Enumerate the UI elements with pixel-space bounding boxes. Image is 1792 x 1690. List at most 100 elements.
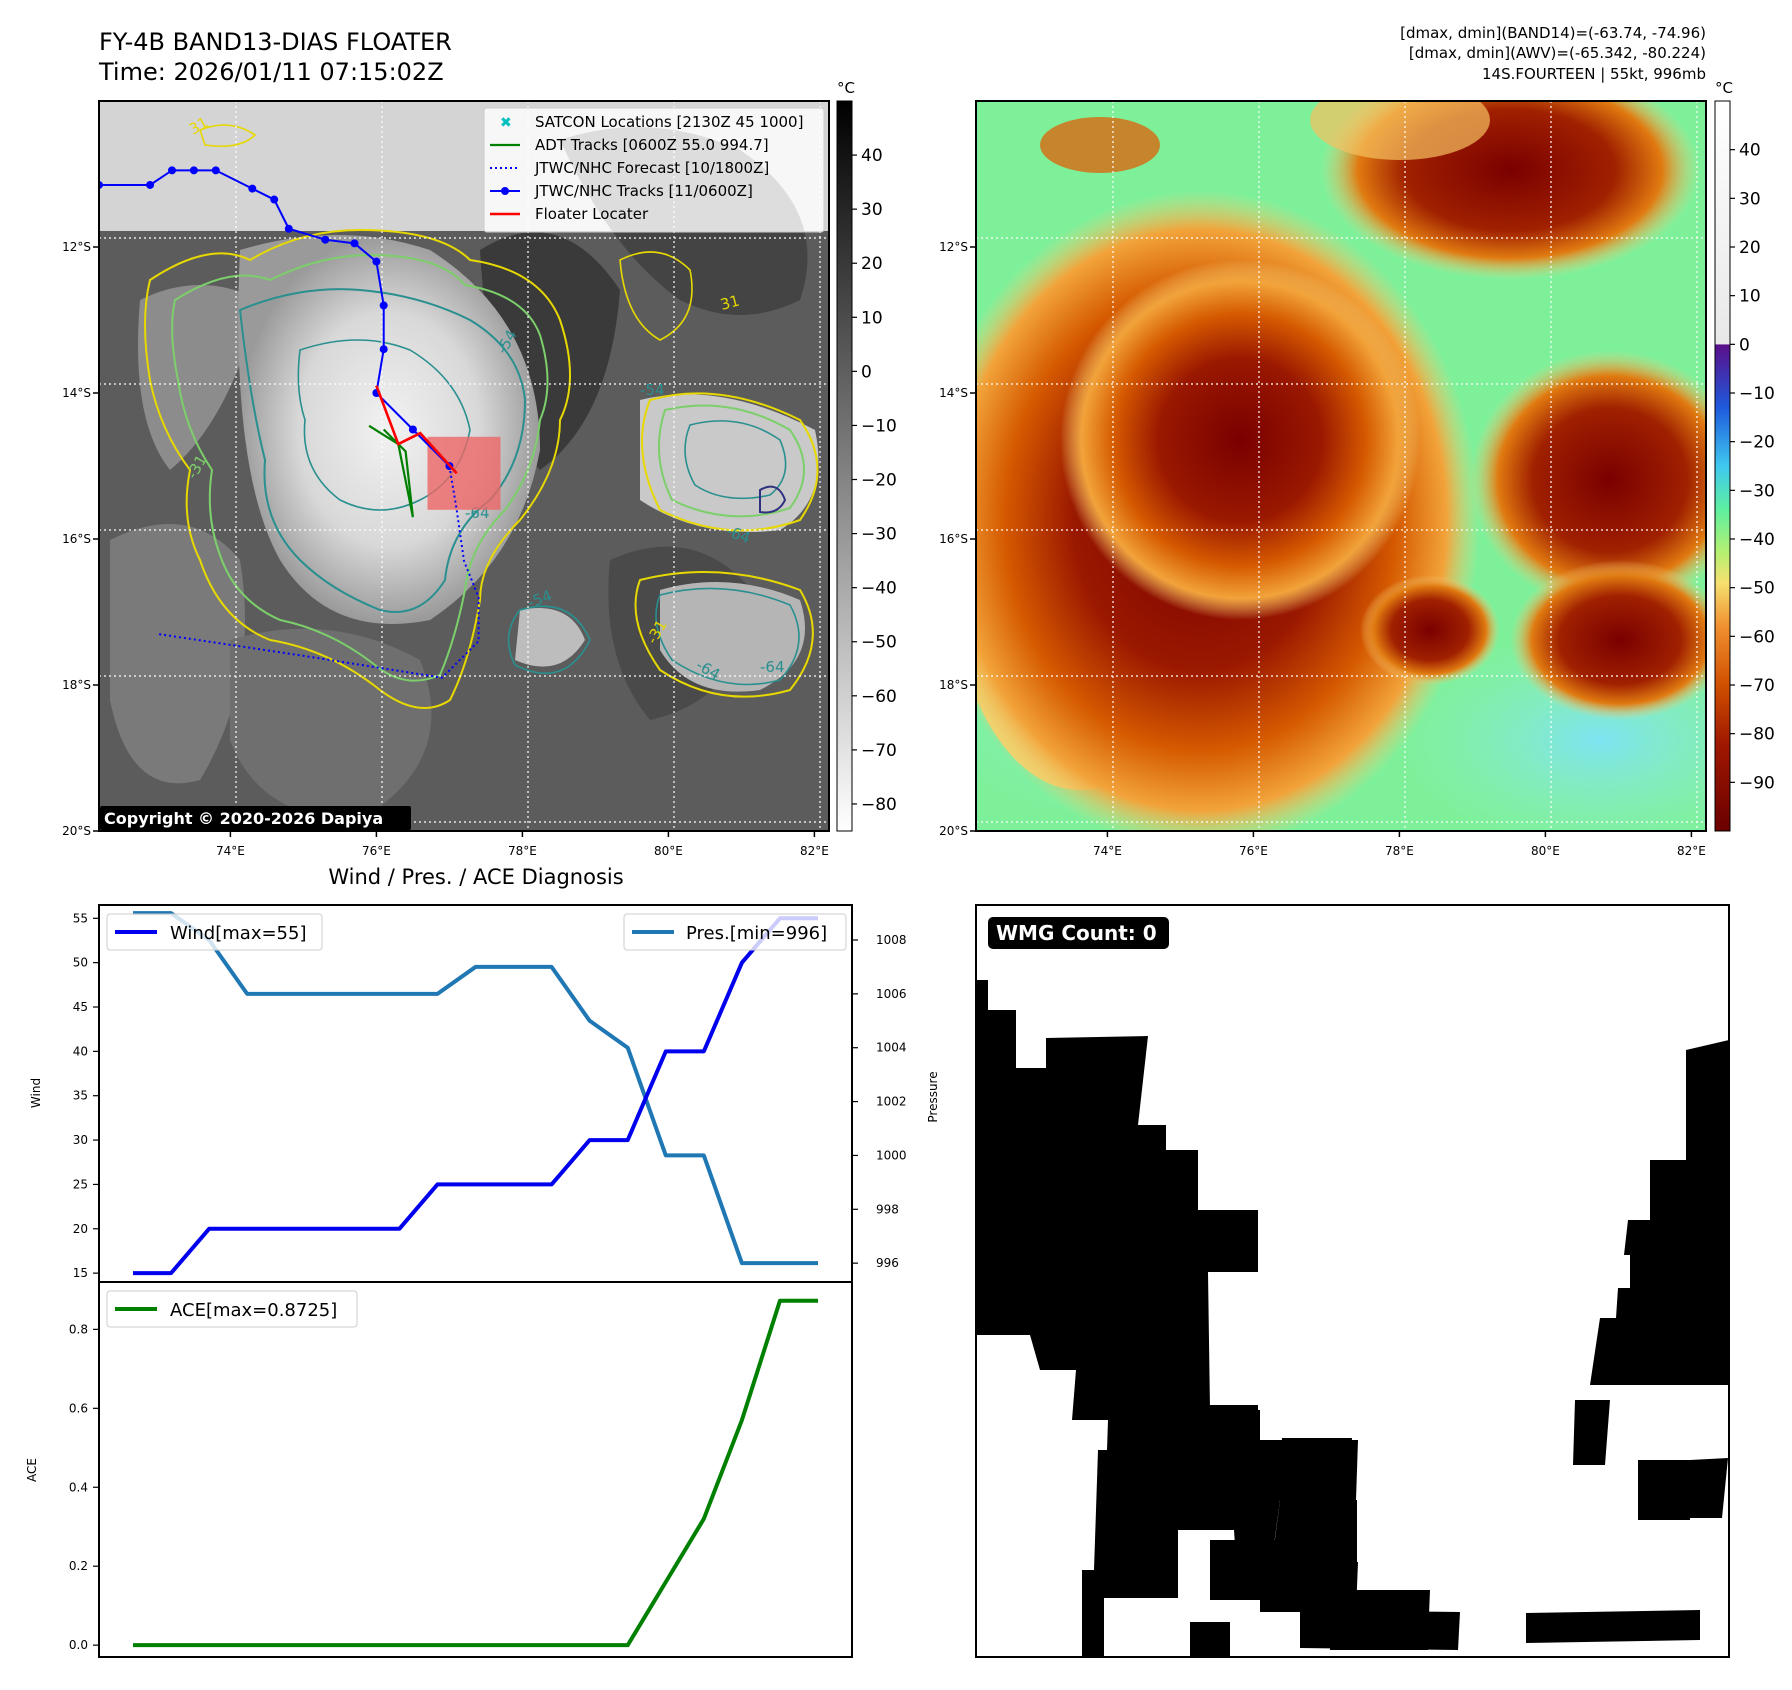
lat-tick-label: 20°S bbox=[62, 824, 91, 838]
colorbar-tick-label: 20 bbox=[1739, 238, 1761, 258]
ir-colorbar bbox=[836, 100, 853, 832]
wind-tick-label: 15 bbox=[73, 1266, 88, 1280]
colorbar-tick-label: −50 bbox=[861, 633, 897, 653]
colorbar-tick-label: −60 bbox=[861, 687, 897, 707]
ace-legend: ACE[max=0.8725] bbox=[106, 1290, 358, 1328]
colorbar-tick-label: 20 bbox=[861, 254, 883, 274]
colorbar-tick-label: −70 bbox=[861, 741, 897, 761]
ir-colorbar-ticks: 40 30 20 10 0 −10 −20 −30 −40 −50 −60 −70 −80 bbox=[852, 146, 897, 815]
awv-imagery bbox=[976, 101, 1706, 831]
wind-tick-label: 35 bbox=[73, 1089, 88, 1103]
colorbar-tick-label: 30 bbox=[861, 200, 883, 220]
copyright-text: Copyright © 2020-2026 Dapiya bbox=[104, 809, 383, 828]
pressure-legend: Pres.[min=996] bbox=[623, 913, 847, 951]
ace-axis-label: ACE bbox=[25, 1458, 39, 1482]
lon-tick-label: 74°E bbox=[216, 844, 245, 858]
colorbar-tick-label: −80 bbox=[861, 795, 897, 815]
info-awv: [dmax, dmin](AWV)=(-65.342, -80.224) bbox=[1409, 44, 1706, 62]
pressure-tick-label: 996 bbox=[876, 1256, 899, 1270]
pressure-tick-label: 1006 bbox=[876, 987, 907, 1001]
track-point bbox=[350, 239, 359, 248]
colorbar-tick-label: 40 bbox=[1739, 141, 1761, 161]
track-point bbox=[270, 195, 279, 204]
track-point bbox=[321, 235, 330, 244]
pressure-tick-label: 1008 bbox=[876, 933, 907, 947]
lon-tick-label: 82°E bbox=[1677, 844, 1706, 858]
floater-locator-line bbox=[375, 385, 458, 475]
awv-map-frame bbox=[975, 100, 1707, 832]
wind-tick-label: 30 bbox=[73, 1133, 88, 1147]
legend-label: Floater Locater bbox=[535, 205, 649, 223]
colorbar-tick-label: −30 bbox=[1739, 481, 1775, 501]
wmg-panel: WMG Count: 0 bbox=[975, 904, 1730, 1658]
ir-axis-ticks: 74°E 76°E 78°E 80°E 82°E 12°S 14°S 16°S 18°S 20°S bbox=[62, 240, 829, 858]
colorbar-tick-label: −10 bbox=[1739, 384, 1775, 404]
track-point bbox=[168, 166, 176, 175]
lat-tick-label: 14°S bbox=[62, 386, 91, 400]
wmg-mask bbox=[976, 980, 1729, 1657]
lon-tick-label: 80°E bbox=[654, 844, 683, 858]
awv-gridlines bbox=[976, 101, 1706, 831]
wind-tick-label: 40 bbox=[73, 1044, 88, 1058]
ace-ticks: 0.0 0.2 0.4 0.6 0.8 bbox=[69, 1322, 99, 1652]
wind-pressure-chart: Wind Pressure 15 20 25 30 35 40 45 50 55 996 998 1… bbox=[29, 904, 940, 1283]
pressure-tick-label: 1002 bbox=[876, 1095, 907, 1109]
track-point bbox=[379, 345, 388, 354]
colorbar-tick-label: 30 bbox=[1739, 189, 1761, 209]
colorbar-tick-label: −50 bbox=[1739, 579, 1775, 599]
legend-label: JTWC/NHC Forecast [10/1800Z] bbox=[534, 159, 769, 177]
wind-axis-label: Wind bbox=[29, 1078, 43, 1108]
ace-legend-label: ACE[max=0.8725] bbox=[170, 1300, 337, 1321]
contour-label: 31 bbox=[718, 292, 741, 314]
pressure-ticks: 996 998 1000 1002 1004 1006 1008 bbox=[852, 933, 907, 1270]
figure-title: FY-4B BAND13-DIAS FLOATER bbox=[99, 28, 452, 56]
legend-jtwc-dot-icon bbox=[501, 187, 509, 195]
lat-tick-label: 20°S bbox=[939, 824, 968, 838]
lat-tick-label: 16°S bbox=[62, 532, 91, 546]
ace-tick-label: 0.0 bbox=[69, 1638, 88, 1652]
wmg-badge-box bbox=[988, 917, 1169, 949]
ace-chart: ACE 0.0 0.2 0.4 0.6 0.8 ACE[max=0.8725] bbox=[25, 1281, 853, 1658]
pressure-legend-label: Pres.[min=996] bbox=[686, 923, 827, 944]
lon-tick-label: 74°E bbox=[1093, 844, 1122, 858]
lon-tick-label: 78°E bbox=[1385, 844, 1414, 858]
wind-tick-label: 45 bbox=[73, 1000, 88, 1014]
lat-tick-label: 12°S bbox=[62, 240, 91, 254]
awv-colorbar bbox=[1714, 100, 1731, 832]
colorbar-tick-label: 10 bbox=[1739, 287, 1761, 307]
awv-colorbar-unit: °C bbox=[1715, 79, 1733, 97]
awv-colorbar-ticks: 40 30 20 10 0 −10 −20 −30 −40 −50 −60 −70 −80 −90 bbox=[1730, 141, 1775, 793]
colorbar-tick-label: −20 bbox=[1739, 433, 1775, 453]
legend-x-marker-icon: ✖ bbox=[500, 115, 512, 131]
lat-tick-label: 18°S bbox=[939, 678, 968, 692]
lat-tick-label: 12°S bbox=[939, 240, 968, 254]
lat-tick-label: 14°S bbox=[939, 386, 968, 400]
awv-map: 74°E 76°E 78°E 80°E 82°E 12°S 14°S 16°S 18°S 20°S… bbox=[939, 79, 1775, 858]
ace-tick-label: 0.2 bbox=[69, 1559, 88, 1573]
pressure-axis-label: Pressure bbox=[926, 1071, 940, 1122]
floater-locator-box bbox=[427, 436, 501, 510]
lon-tick-label: 76°E bbox=[1239, 844, 1268, 858]
track-point bbox=[189, 166, 198, 175]
wind-ticks: 15 20 25 30 35 40 45 50 55 bbox=[73, 911, 99, 1280]
pressure-series-line bbox=[133, 911, 818, 1266]
contour-label: -54 bbox=[640, 381, 665, 399]
colorbar-tick-label: −70 bbox=[1739, 676, 1775, 696]
lat-tick-label: 16°S bbox=[939, 532, 968, 546]
legend-label: ADT Tracks [0600Z 55.0 994.7] bbox=[535, 136, 769, 154]
ir-map: 31 31 -54 -31 -54 -64 -64 -54 -31 -64 -6… bbox=[62, 79, 897, 858]
wind-series-line bbox=[133, 916, 818, 1276]
ace-series-line bbox=[133, 1298, 818, 1648]
colorbar-tick-label: −60 bbox=[1739, 627, 1775, 647]
colorbar-tick-label: −40 bbox=[1739, 530, 1775, 550]
pressure-tick-label: 1000 bbox=[876, 1148, 907, 1162]
track-point bbox=[408, 425, 417, 434]
track-point bbox=[379, 301, 388, 310]
colorbar-tick-label: −10 bbox=[861, 416, 897, 436]
pressure-tick-label: 1004 bbox=[876, 1041, 907, 1055]
ir-legend: ✖ SATCON Locations [2130Z 45 1000] ADT T… bbox=[483, 107, 825, 233]
lat-tick-label: 18°S bbox=[62, 678, 91, 692]
colorbar-tick-label: −80 bbox=[1739, 725, 1775, 745]
track-point bbox=[211, 166, 220, 175]
colorbar-tick-label: −40 bbox=[861, 579, 897, 599]
